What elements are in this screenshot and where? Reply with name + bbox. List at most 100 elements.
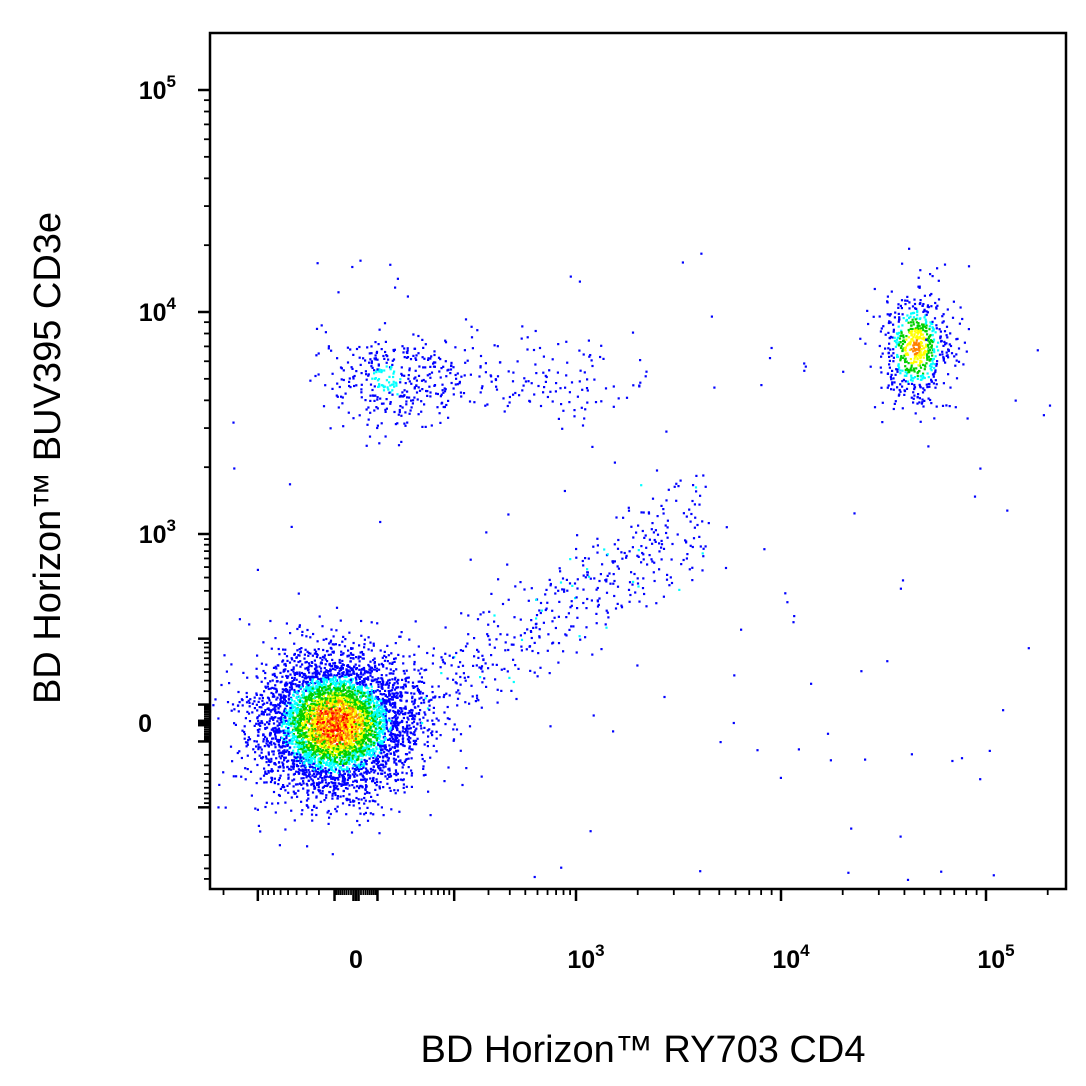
event-dot — [278, 653, 281, 656]
event-dot — [344, 699, 347, 702]
event-dot — [287, 721, 290, 724]
event-dot — [328, 739, 331, 742]
event-dot — [344, 702, 347, 705]
event-dot — [284, 730, 287, 733]
event-dot — [262, 713, 265, 716]
event-dot — [344, 710, 347, 713]
event-dot — [291, 762, 294, 765]
event-dot — [293, 721, 296, 724]
event-dot — [246, 676, 249, 679]
event-dot — [335, 694, 338, 697]
event-dot — [383, 771, 386, 774]
event-dot — [346, 761, 349, 764]
event-dot — [327, 757, 330, 760]
event-dot — [336, 723, 339, 726]
event-dot — [357, 769, 360, 772]
event-dot — [345, 799, 348, 802]
event-dot — [323, 799, 326, 802]
event-dot — [326, 735, 329, 738]
event-dot — [265, 761, 268, 764]
event-dot — [383, 720, 386, 723]
event-dot — [386, 777, 389, 780]
event-dot — [364, 746, 367, 750]
event-dot — [265, 686, 268, 689]
event-dot — [390, 729, 393, 732]
event-dot — [402, 778, 405, 781]
event-dot — [354, 691, 357, 694]
event-dot — [410, 785, 413, 788]
event-dot — [379, 740, 382, 743]
event-dot — [319, 736, 323, 739]
event-dot — [338, 709, 341, 713]
event-dot — [393, 740, 396, 743]
event-dot — [353, 720, 356, 724]
event-dot — [366, 791, 369, 794]
event-dot — [352, 686, 355, 689]
event-dot — [288, 689, 291, 692]
event-dot — [298, 648, 301, 651]
event-dot — [333, 778, 337, 781]
event-dot — [443, 711, 446, 714]
event-dot — [287, 670, 290, 673]
event-dot — [295, 770, 298, 773]
event-dot — [341, 718, 344, 722]
event-dot — [337, 726, 340, 730]
event-dot — [329, 702, 332, 705]
event-dot — [364, 788, 367, 791]
event-dot — [355, 679, 358, 682]
event-dot — [348, 793, 351, 796]
event-dot — [399, 711, 402, 714]
event-dot — [346, 726, 349, 729]
event-dot — [280, 725, 283, 728]
event-dot — [255, 693, 258, 696]
event-dot — [317, 687, 320, 691]
event-dot — [359, 773, 362, 776]
event-dot — [333, 749, 336, 752]
event-dot — [274, 735, 277, 738]
event-dot — [279, 705, 282, 708]
event-dot — [306, 667, 309, 670]
event-dot — [293, 642, 296, 645]
event-dot — [284, 731, 287, 734]
event-dot — [380, 730, 383, 733]
event-dot — [326, 770, 329, 773]
event-dot — [331, 782, 334, 785]
event-dot — [305, 734, 308, 737]
event-dot — [390, 733, 393, 736]
event-dot — [273, 709, 277, 712]
event-dot — [367, 693, 370, 696]
event-dot — [363, 678, 366, 681]
event-dot — [393, 746, 396, 749]
event-dot — [358, 664, 361, 667]
event-dot — [265, 801, 268, 804]
event-dot — [301, 755, 304, 758]
event-dot — [339, 699, 342, 702]
event-dot — [401, 734, 404, 737]
event-dot — [337, 788, 340, 791]
event-dot — [365, 677, 368, 680]
event-dot — [357, 733, 360, 737]
event-dot — [388, 703, 392, 706]
event-dot — [354, 693, 357, 696]
event-dot — [365, 753, 368, 756]
event-dot — [369, 812, 372, 815]
event-dot — [384, 754, 387, 757]
event-dot — [314, 675, 317, 679]
event-dot — [363, 702, 366, 706]
event-dot — [341, 783, 344, 786]
event-dot — [325, 762, 328, 765]
event-dot — [297, 732, 300, 735]
event-dot — [384, 760, 387, 763]
event-dot — [314, 719, 317, 722]
event-dot — [296, 739, 299, 742]
event-dot — [386, 773, 390, 776]
event-dot — [316, 741, 319, 744]
event-dot — [335, 787, 338, 790]
event-dot — [294, 743, 297, 746]
event-dot — [363, 646, 366, 649]
event-dot — [329, 692, 333, 695]
event-dot — [278, 745, 281, 748]
event-dot — [278, 717, 282, 720]
event-dot — [300, 739, 303, 742]
event-dot — [308, 709, 311, 712]
